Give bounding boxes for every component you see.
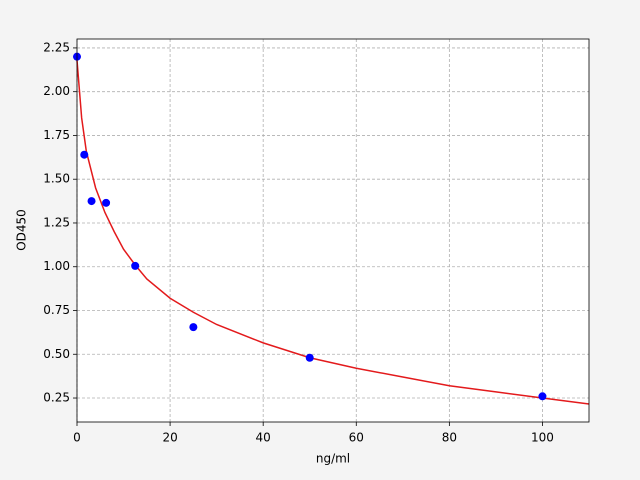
y-tick-label: 1.25 [43, 215, 70, 229]
plot-frame [76, 38, 590, 423]
y-tick-label: 0.75 [43, 303, 70, 317]
x-tick-label: 60 [349, 431, 364, 445]
y-tick-label: 1.75 [43, 128, 70, 142]
y-tick-label: 2.25 [43, 40, 70, 54]
y-tick-label: 1.00 [43, 259, 70, 273]
x-tick-label: 20 [162, 431, 177, 445]
plot-area [77, 39, 589, 422]
data-point [102, 198, 111, 207]
x-tick-label: 0 [73, 431, 81, 445]
x-axis-label: ng/ml [316, 452, 350, 466]
data-point [131, 261, 140, 270]
data-point [189, 323, 198, 332]
x-tick-label: 100 [531, 431, 554, 445]
x-tick-label: 80 [442, 431, 457, 445]
y-tick-label: 2.00 [43, 84, 70, 98]
data-point [538, 392, 547, 401]
fit-curve [76, 60, 590, 405]
data-point [80, 150, 89, 159]
data-point [305, 353, 314, 362]
y-tick-label: 0.25 [43, 391, 70, 405]
x-tick-label: 40 [256, 431, 271, 445]
y-axis-label: OD450 [15, 209, 29, 251]
data-point [87, 197, 96, 206]
y-tick-label: 1.50 [43, 172, 70, 186]
y-tick-label: 0.50 [43, 347, 70, 361]
